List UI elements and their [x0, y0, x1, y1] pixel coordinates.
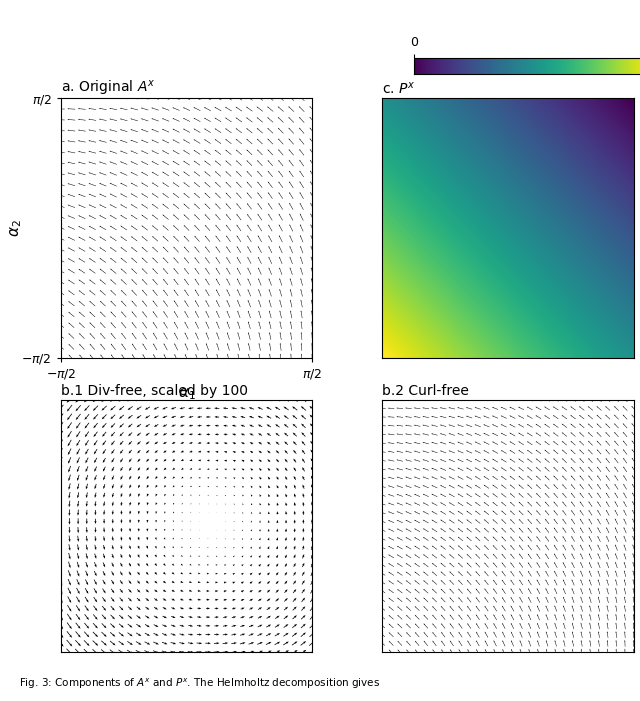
Y-axis label: $\alpha_2$: $\alpha_2$: [8, 219, 24, 237]
Text: c. $P^x$: c. $P^x$: [382, 81, 416, 97]
Text: Fig. 3: Components of $A^x$ and $P^x$. The Helmholtz decomposition gives: Fig. 3: Components of $A^x$ and $P^x$. T…: [19, 676, 381, 691]
Text: a. Original $A^x$: a. Original $A^x$: [61, 79, 155, 98]
Text: b.2 Curl-free: b.2 Curl-free: [382, 384, 469, 398]
X-axis label: $\alpha_1$: $\alpha_1$: [177, 386, 195, 402]
Text: b.1 Div-free, scaled by 100: b.1 Div-free, scaled by 100: [61, 384, 248, 398]
